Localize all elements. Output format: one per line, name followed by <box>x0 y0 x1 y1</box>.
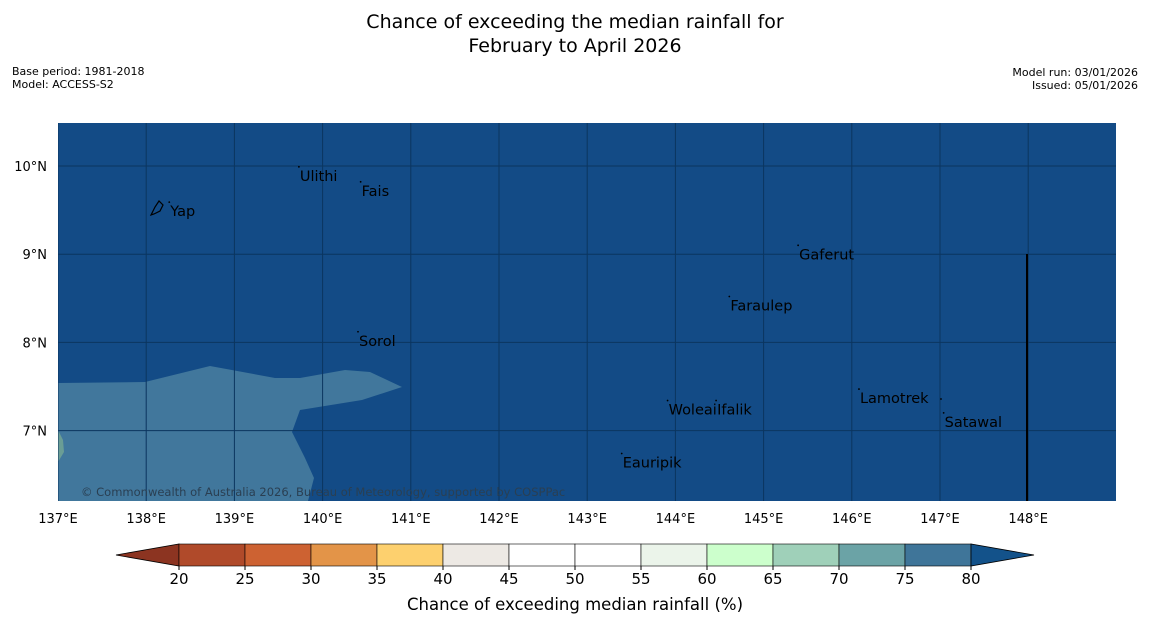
copyright-notice: © Commonwealth of Australia 2026, Bureau… <box>81 485 565 499</box>
colorbar-tick-label: 25 <box>235 570 254 588</box>
colorbar-swatches <box>115 543 1035 567</box>
colorbar-swatch <box>574 543 642 567</box>
longitude-tick-label: 137°E <box>38 512 78 527</box>
island-label-gaferut: Gaferut <box>799 247 854 263</box>
colorbar-tick-label: 55 <box>631 570 650 588</box>
island-marker <box>942 411 945 414</box>
island-label-woleai: Woleai <box>669 403 717 419</box>
issued-date: Issued: 05/01/2026 <box>1031 79 1138 92</box>
metadata-right: Model run: 03/01/2026 Issued: 05/01/2026 <box>1012 66 1138 92</box>
latitude-tick-label: 10°N <box>14 160 47 175</box>
map-title: Chance of exceeding the median rainfall … <box>0 10 1150 58</box>
island-label-yap: Yap <box>169 204 195 220</box>
colorbar-tick-label: 65 <box>763 570 782 588</box>
colorbar-swatch <box>904 543 972 567</box>
longitude-tick-label: 144°E <box>656 512 696 527</box>
longitude-tick-label: 147°E <box>920 512 960 527</box>
probability-region-70-75 <box>58 366 402 501</box>
longitude-tick-label: 141°E <box>391 512 431 527</box>
colorbar-swatch <box>310 543 378 567</box>
longitude-tick-label: 142°E <box>479 512 519 527</box>
colorbar-swatch <box>838 543 906 567</box>
colorbar-swatch <box>772 543 840 567</box>
map-panel: Yap Ulithi Fais Gaferut Faraulep Sorol Lamotre… <box>58 123 1116 501</box>
colorbar-tick-label: 50 <box>565 570 584 588</box>
colorbar-tick-label: 75 <box>895 570 914 588</box>
longitude-tick-label: 139°E <box>215 512 255 527</box>
island-label-lamotrek: Lamotrek <box>860 391 929 407</box>
island-marker <box>359 180 362 183</box>
island-label-faraulep: Faraulep <box>730 298 792 314</box>
colorbar-tick-label: 40 <box>433 570 452 588</box>
longitude-tick-label: 138°E <box>126 512 166 527</box>
title-line-2: February to April 2026 <box>468 35 682 57</box>
island-marker <box>715 399 717 402</box>
base-period: Base period: 1981-2018 <box>12 65 145 78</box>
island-marker <box>168 201 171 204</box>
island-marker <box>858 388 860 390</box>
island-marker <box>940 398 942 400</box>
colorbar-tick-label: 20 <box>169 570 188 588</box>
colorbar-tick-label: 30 <box>301 570 320 588</box>
map-gridlines <box>58 123 1116 501</box>
colorbar-label: Chance of exceeding median rainfall (%) <box>407 595 743 614</box>
island-marker <box>797 244 800 247</box>
island-label-ifalik: Ifalik <box>717 403 752 419</box>
colorbar-swatch <box>376 543 444 567</box>
island-marker <box>666 399 669 402</box>
latitude-tick-label: 7°N <box>23 425 48 440</box>
longitude-axis: 137°E 138°E 139°E 140°E 141°E 142°E 143°E 144°E… <box>38 512 1048 527</box>
island-marker <box>357 330 359 333</box>
island-label-eauripik: Eauripik <box>623 455 682 471</box>
colorbar-tick-label: 60 <box>697 570 716 588</box>
colorbar-swatch <box>442 543 510 567</box>
colorbar-swatch <box>640 543 708 567</box>
island-marker <box>620 452 623 455</box>
colorbar-under-arrow <box>115 543 180 567</box>
probability-region-65-70 <box>58 430 64 462</box>
latitude-tick-label: 9°N <box>23 248 48 263</box>
longitude-tick-label: 148°E <box>1008 512 1048 527</box>
colorbar-tick-label: 45 <box>499 570 518 588</box>
yap-island-outline <box>149 200 164 217</box>
title-line-1: Chance of exceeding the median rainfall … <box>366 11 784 33</box>
latitude-axis: 10°N 9°N 8°N 7°N <box>14 160 47 440</box>
latitude-tick-label: 8°N <box>23 336 48 351</box>
longitude-tick-label: 143°E <box>567 512 607 527</box>
island-label-fais: Fais <box>362 184 389 200</box>
island-labels: Yap Ulithi Fais Gaferut Faraulep Sorol Lamotre… <box>168 165 1002 471</box>
longitude-tick-label: 145°E <box>744 512 784 527</box>
colorbar-tick-label: 70 <box>829 570 848 588</box>
island-label-sorol: Sorol <box>359 334 396 350</box>
island-marker <box>728 295 731 298</box>
longitude-tick-label: 146°E <box>832 512 872 527</box>
model-name: Model: ACCESS-S2 <box>12 78 114 91</box>
colorbar-swatch <box>508 543 576 567</box>
model-run-date: Model run: 03/01/2026 <box>1012 66 1138 79</box>
longitude-tick-label: 140°E <box>303 512 343 527</box>
colorbar-ticks: 20 25 30 35 40 45 50 55 60 65 70 75 80 <box>169 566 981 588</box>
colorbar-swatch <box>178 543 246 567</box>
island-label-satawal: Satawal <box>945 415 1002 431</box>
island-marker <box>298 165 300 168</box>
metadata-left: Base period: 1981-2018 Model: ACCESS-S2 <box>12 65 144 91</box>
colorbar-swatch <box>244 543 312 567</box>
island-label-ulithi: Ulithi <box>300 169 338 185</box>
colorbar-tick-label: 80 <box>961 570 980 588</box>
colorbar-tick-label: 35 <box>367 570 386 588</box>
colorbar-swatch <box>706 543 774 567</box>
colorbar-legend: 20 25 30 35 40 45 50 55 60 65 70 75 80 Chance of exc… <box>115 543 1035 614</box>
colorbar-over-arrow <box>970 543 1035 567</box>
